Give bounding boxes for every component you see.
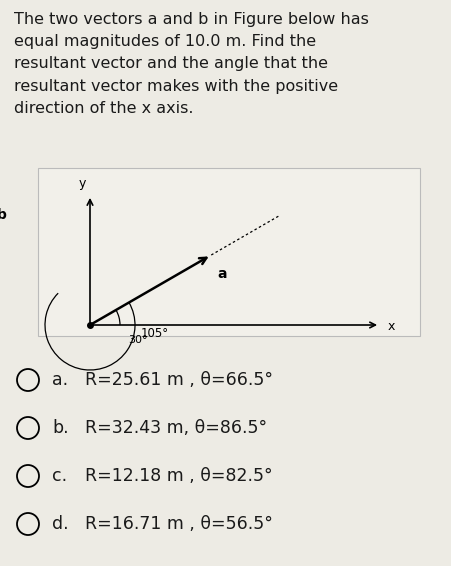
Text: a.: a. xyxy=(52,371,68,389)
Text: c.: c. xyxy=(52,467,67,485)
Text: R=32.43 m, θ=86.5°: R=32.43 m, θ=86.5° xyxy=(85,419,267,437)
Text: a: a xyxy=(217,267,227,281)
Text: b: b xyxy=(0,208,7,222)
Text: 30°: 30° xyxy=(128,335,147,345)
Bar xyxy=(38,168,420,336)
Text: y: y xyxy=(78,177,86,190)
Text: d.: d. xyxy=(52,515,69,533)
Text: R=16.71 m , θ=56.5°: R=16.71 m , θ=56.5° xyxy=(85,515,273,533)
Text: b.: b. xyxy=(52,419,69,437)
Text: The two vectors a and b in Figure below has
equal magnitudes of 10.0 m. Find the: The two vectors a and b in Figure below … xyxy=(14,12,369,116)
Text: x: x xyxy=(388,320,396,333)
Text: R=12.18 m , θ=82.5°: R=12.18 m , θ=82.5° xyxy=(85,467,272,485)
Text: 105°: 105° xyxy=(140,327,169,340)
Text: R=25.61 m , θ=66.5°: R=25.61 m , θ=66.5° xyxy=(85,371,273,389)
